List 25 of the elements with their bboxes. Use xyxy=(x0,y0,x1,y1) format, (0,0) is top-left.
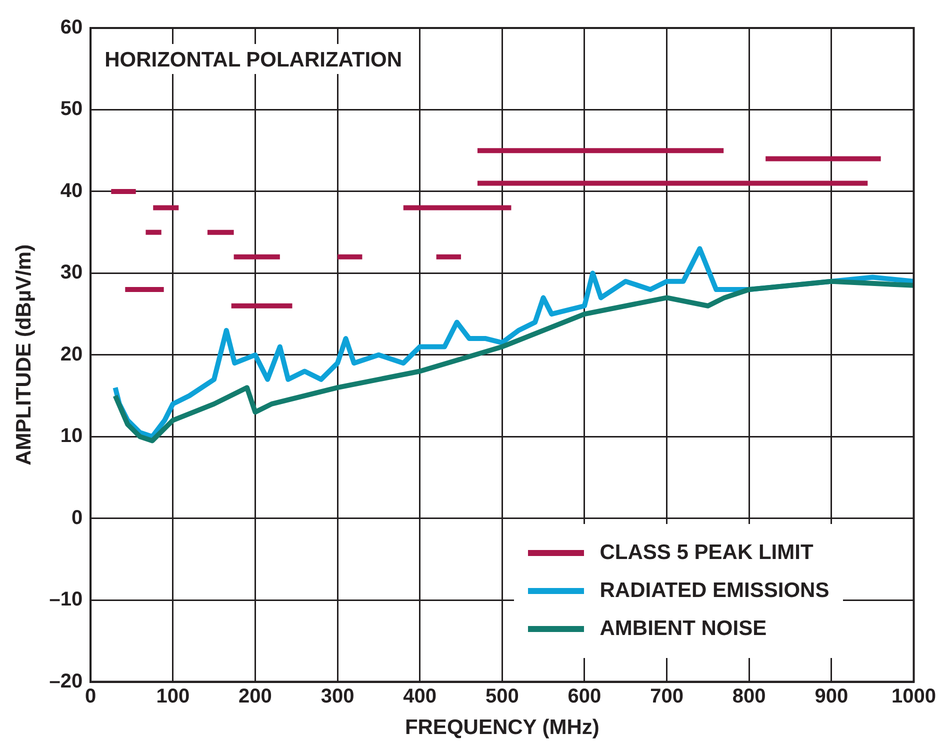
y-tick-label: 0 xyxy=(71,506,83,529)
legend-label: CLASS 5 PEAK LIMIT xyxy=(600,540,814,565)
y-tick-label: 30 xyxy=(60,262,83,284)
x-tick-label: 1000 xyxy=(892,685,936,708)
x-tick-label: 800 xyxy=(732,685,766,708)
y-tick-label: –10 xyxy=(49,588,83,611)
y-tick-label: 50 xyxy=(60,98,83,120)
x-tick-label: 500 xyxy=(485,685,519,708)
annotation: HORIZONTAL POLARIZATION xyxy=(104,48,402,72)
y-tick-label: 60 xyxy=(60,16,83,39)
y-tick-label: 40 xyxy=(60,180,83,202)
x-tick-label: 700 xyxy=(650,685,684,708)
x-axis-title: FREQUENCY (MHz) xyxy=(404,716,600,740)
legend-label: RADIATED EMISSIONS xyxy=(600,578,830,603)
x-tick-label: 200 xyxy=(238,685,272,708)
x-tick-label: 600 xyxy=(568,685,602,708)
x-tick-label: 100 xyxy=(156,685,190,708)
x-tick-label: 300 xyxy=(320,685,354,708)
y-tick-label: 20 xyxy=(60,343,83,366)
y-tick-label: –20 xyxy=(49,670,83,692)
legend-label: AMBIENT NOISE xyxy=(600,616,767,641)
x-tick-label: 400 xyxy=(403,685,437,708)
y-axis-title: AMPLITUDE (dBµV/m) xyxy=(12,244,36,466)
x-tick-label: 900 xyxy=(814,685,848,708)
y-tick-label: 10 xyxy=(60,425,83,448)
